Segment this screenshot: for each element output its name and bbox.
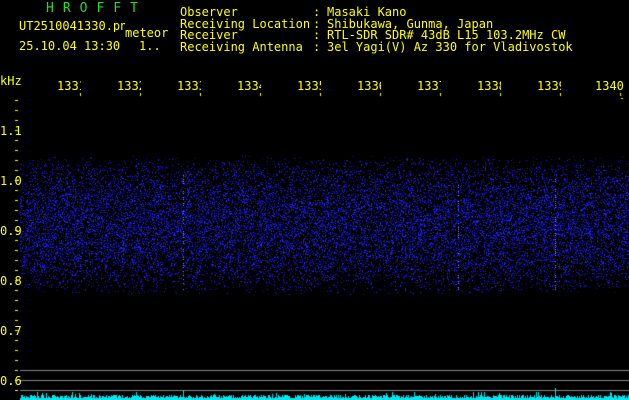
header-label: Receiving Antenna (180, 40, 303, 54)
header-colon: : (313, 5, 321, 19)
y-tick-label: 0.9 (0, 224, 22, 238)
header-value: Masaki Kano (327, 5, 407, 19)
header-row-location: Receiving Location: Shibukawa, Gunma, Jap… (180, 17, 493, 31)
header-value: RTL-SDR SDR# 43dB L15 103.2MHz CW (327, 28, 566, 42)
x-tick-label: 1340 (595, 80, 624, 92)
header-row-antenna: Receiving Antenna:3el Yagi(V) Az 330 for… (180, 40, 573, 54)
header-label: Observer (180, 5, 238, 19)
x-tick-label: 1334 (237, 80, 261, 92)
header-row-observer: Observer: Masaki Kano (180, 5, 406, 19)
x-tick-label: 1338 (477, 80, 501, 92)
x-tick-label: 1339 (537, 80, 561, 92)
y-tick-label: 1.0 (0, 174, 22, 188)
y-tick-label: 0.6 (0, 374, 22, 388)
y-tick-label: 0.8 (0, 274, 22, 288)
header-value: Shibukawa, Gunma, Japan (327, 17, 494, 31)
header-value: 3el Yagi(V) Az 330 for Vladivostok (327, 40, 573, 54)
y-tick-label: 0.7 (0, 324, 22, 338)
mode-label: meteor (125, 26, 169, 40)
x-tick-label: 1335 (297, 80, 321, 92)
x-tick-label: 1333 (177, 80, 201, 92)
header-label: Receiver (180, 28, 238, 42)
x-tick-label: 1332 (117, 80, 141, 92)
header-colon: : (313, 40, 321, 54)
datetime: 25.10.04 13:30 (19, 39, 121, 53)
y-axis-unit: kHz (0, 74, 22, 88)
header-label: Receiving Location (180, 17, 311, 31)
x-tick-label: 1336 (357, 80, 381, 92)
x-tick-label: 1337 (417, 80, 441, 92)
y-tick-label: 1.1 (0, 124, 22, 138)
app-title: HROFFT (46, 1, 147, 16)
header-colon: : (313, 28, 321, 42)
file-name: UT2510041330.png (19, 20, 125, 32)
page-indicator: 1.. (139, 39, 161, 53)
header-colon: : (313, 17, 321, 31)
header-row-receiver: Receiver: RTL-SDR SDR# 43dB L15 103.2MHz … (180, 28, 565, 42)
